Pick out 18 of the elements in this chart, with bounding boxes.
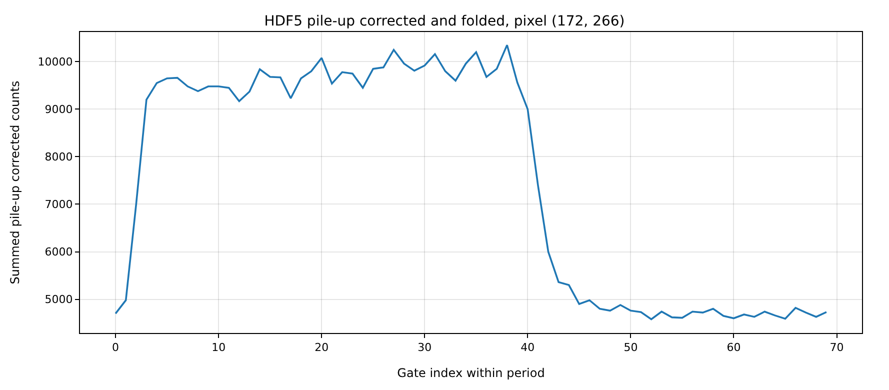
y-tick-label: 7000 xyxy=(44,198,73,212)
y-tick-label: 5000 xyxy=(44,293,73,306)
x-tick-label: 70 xyxy=(830,341,844,354)
y-tick-label: 8000 xyxy=(44,150,73,164)
x-tick-label: 60 xyxy=(726,341,741,354)
x-tick-label: 20 xyxy=(314,341,329,354)
x-tick-label: 40 xyxy=(520,341,535,354)
x-axis-title: Gate index within period xyxy=(397,366,545,380)
line-series xyxy=(114,44,828,320)
y-tick-label: 9000 xyxy=(44,103,73,116)
y-tick-label: 6000 xyxy=(44,246,73,259)
chart-title: HDF5 pile-up corrected and folded, pixel (172, 266) xyxy=(264,13,625,30)
x-tick-label: 30 xyxy=(418,341,432,354)
y-tick-label: 10000 xyxy=(38,56,73,69)
y-axis-title: Summed pile-up corrected counts xyxy=(8,80,22,284)
x-tick-label: 0 xyxy=(112,341,120,354)
x-tick-label: 50 xyxy=(624,341,638,354)
x-tick-label: 10 xyxy=(212,341,226,354)
